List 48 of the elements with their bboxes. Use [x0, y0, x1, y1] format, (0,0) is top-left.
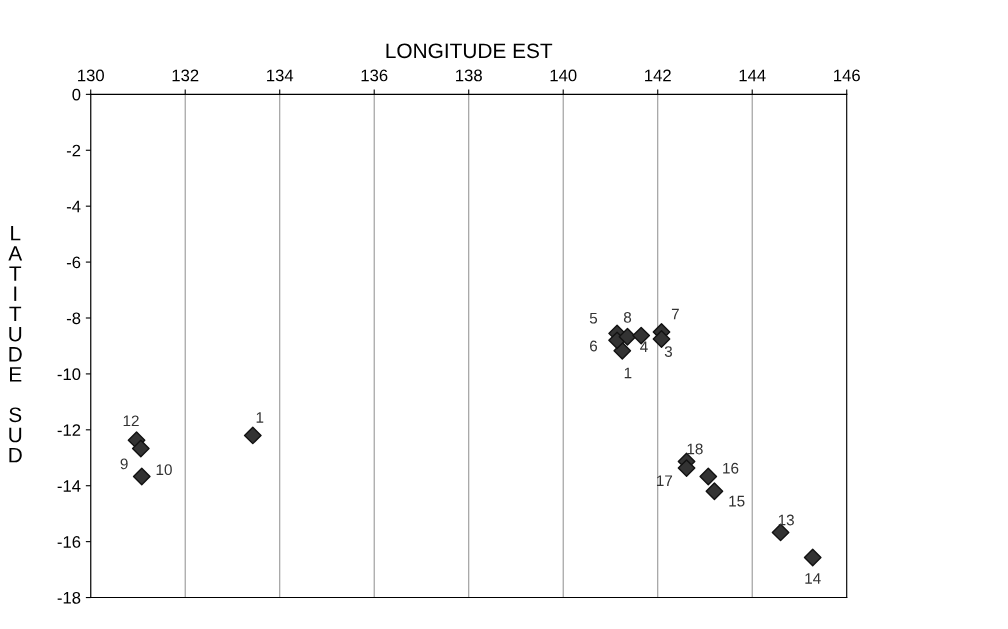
annotation: 17: [656, 475, 673, 486]
y-tick-label: -12: [57, 424, 81, 436]
x-axis-title: LONGITUDE EST: [386, 43, 553, 59]
annotation: 4: [640, 341, 648, 353]
x-tick-label: 132: [172, 69, 199, 82]
point: [243, 426, 262, 445]
annotation: 7: [671, 308, 679, 320]
y-tick-label: -18: [57, 591, 81, 604]
annotation: 13: [778, 514, 794, 526]
y-tick-label: 0: [72, 88, 81, 101]
text: LATITUDE SUD: [8, 226, 23, 463]
point: [618, 327, 637, 346]
x-tick-label: 142: [645, 69, 671, 82]
annotation: 3: [664, 346, 673, 357]
point: [613, 341, 632, 360]
point: [705, 482, 724, 501]
y-tick-label: -16: [57, 536, 81, 548]
y-tick-label: -14: [57, 480, 81, 492]
point: [803, 548, 822, 567]
annotation: 15: [729, 495, 745, 507]
x-tick-label: 146: [834, 69, 860, 82]
annotation: 1: [256, 412, 264, 423]
annotation: 12: [123, 415, 139, 427]
annotation: 9: [120, 458, 128, 470]
point: [677, 459, 696, 478]
point: [652, 330, 671, 348]
annotation: 8: [623, 311, 632, 323]
y-tick-label: -4: [66, 200, 81, 213]
annotation: 14: [805, 573, 821, 584]
x-tick-label: 130: [78, 69, 104, 82]
y-tick-label: -8: [66, 312, 81, 325]
point: [131, 439, 150, 458]
point: [132, 467, 151, 486]
annotation: 16: [723, 462, 739, 474]
x-tick-label: 144: [739, 69, 766, 82]
annotation: 6: [590, 340, 598, 352]
annotation: 10: [156, 464, 172, 476]
x-tick-label: 134: [267, 69, 294, 82]
annotation: 18: [687, 443, 703, 455]
y-tick-label: -6: [66, 256, 81, 269]
point: [699, 467, 718, 486]
annotation: 5: [589, 312, 598, 324]
x-tick-label: 138: [456, 69, 482, 82]
annotation: 1: [624, 367, 632, 379]
y-tick-label: -2: [66, 144, 81, 157]
x-tick-label: 136: [361, 69, 388, 82]
y-tick-label: -10: [57, 368, 81, 381]
x-tick-label: 140: [550, 69, 577, 82]
